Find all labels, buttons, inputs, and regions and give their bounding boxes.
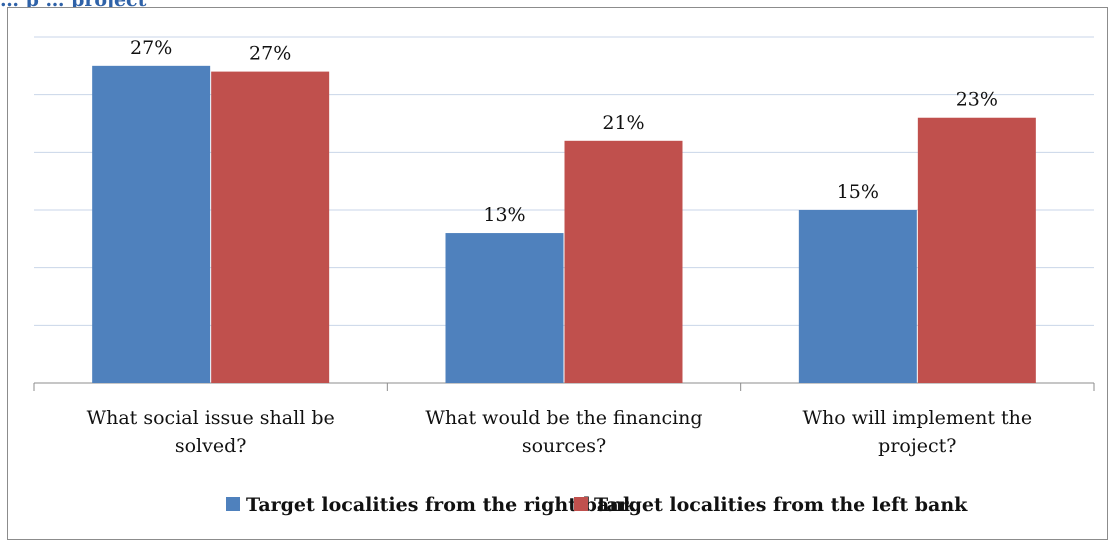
data-label: 21% [602,112,644,134]
bar [92,65,211,383]
bar [211,71,330,383]
legend-label: Target localities from the left bank [594,494,968,516]
bar [564,140,683,383]
category-label: What social issue shall be [87,407,335,429]
page-title-fragment: … p … project [0,0,600,9]
category-label: What would be the financing [425,407,702,429]
category-label: sources? [522,435,606,457]
bar [917,117,1036,383]
data-label: 13% [483,204,525,226]
legend-label: Target localities from the right bank [246,494,637,516]
data-label: 23% [956,89,998,111]
legend-swatch [226,497,240,511]
legend-swatch [574,497,588,511]
bar [798,210,917,383]
data-label: 15% [837,181,879,203]
data-label: 27% [130,37,172,59]
category-label: project? [878,435,956,457]
category-label: solved? [175,435,247,457]
bar [445,233,564,383]
data-label: 27% [249,43,291,65]
category-label: Who will implement the [803,407,1033,429]
